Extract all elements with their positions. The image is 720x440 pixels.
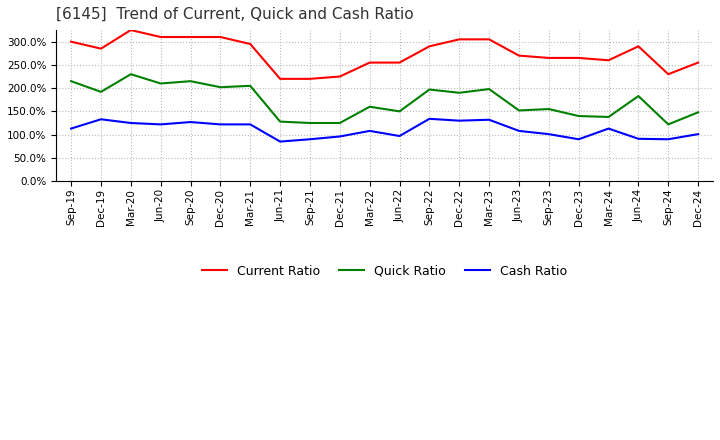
Quick Ratio [694,110,703,115]
Quick Ratio [485,86,493,92]
Cash Ratio [156,122,165,127]
Quick Ratio [544,106,553,112]
Line: Current Ratio: Current Ratio [71,30,698,79]
Current Ratio [96,46,105,51]
Cash Ratio [96,117,105,122]
Cash Ratio [67,126,76,131]
Current Ratio [186,34,195,40]
Quick Ratio [604,114,613,120]
Current Ratio [127,27,135,33]
Quick Ratio [515,108,523,113]
Cash Ratio [186,119,195,125]
Cash Ratio [336,134,344,139]
Cash Ratio [544,132,553,137]
Cash Ratio [306,136,315,142]
Cash Ratio [395,133,404,139]
Cash Ratio [634,136,643,141]
Quick Ratio [336,121,344,126]
Current Ratio [575,55,583,61]
Quick Ratio [276,119,284,124]
Quick Ratio [246,83,255,88]
Current Ratio [67,39,76,44]
Quick Ratio [455,90,464,95]
Current Ratio [664,72,672,77]
Current Ratio [604,58,613,63]
Quick Ratio [425,87,433,92]
Quick Ratio [186,78,195,84]
Quick Ratio [67,78,76,84]
Current Ratio [246,41,255,47]
Quick Ratio [156,81,165,86]
Quick Ratio [216,84,225,90]
Current Ratio [276,76,284,81]
Text: [6145]  Trend of Current, Quick and Cash Ratio: [6145] Trend of Current, Quick and Cash … [56,7,414,22]
Quick Ratio [664,122,672,127]
Line: Quick Ratio: Quick Ratio [71,74,698,125]
Quick Ratio [575,114,583,119]
Current Ratio [336,74,344,79]
Current Ratio [485,37,493,42]
Quick Ratio [306,121,315,126]
Cash Ratio [575,136,583,142]
Quick Ratio [127,72,135,77]
Current Ratio [634,44,643,49]
Current Ratio [425,44,433,49]
Quick Ratio [96,89,105,95]
Quick Ratio [365,104,374,110]
Current Ratio [395,60,404,65]
Quick Ratio [634,93,643,99]
Cash Ratio [604,126,613,131]
Cash Ratio [425,116,433,121]
Legend: Current Ratio, Quick Ratio, Cash Ratio: Current Ratio, Quick Ratio, Cash Ratio [197,260,572,282]
Cash Ratio [515,128,523,133]
Current Ratio [306,76,315,81]
Quick Ratio [395,109,404,114]
Current Ratio [515,53,523,58]
Cash Ratio [365,128,374,133]
Cash Ratio [246,122,255,127]
Cash Ratio [664,136,672,142]
Current Ratio [156,34,165,40]
Cash Ratio [485,117,493,122]
Current Ratio [365,60,374,65]
Current Ratio [694,60,703,65]
Cash Ratio [455,118,464,123]
Cash Ratio [127,121,135,126]
Cash Ratio [276,139,284,144]
Current Ratio [216,34,225,40]
Cash Ratio [216,122,225,127]
Current Ratio [544,55,553,61]
Current Ratio [455,37,464,42]
Cash Ratio [694,132,703,137]
Line: Cash Ratio: Cash Ratio [71,119,698,142]
